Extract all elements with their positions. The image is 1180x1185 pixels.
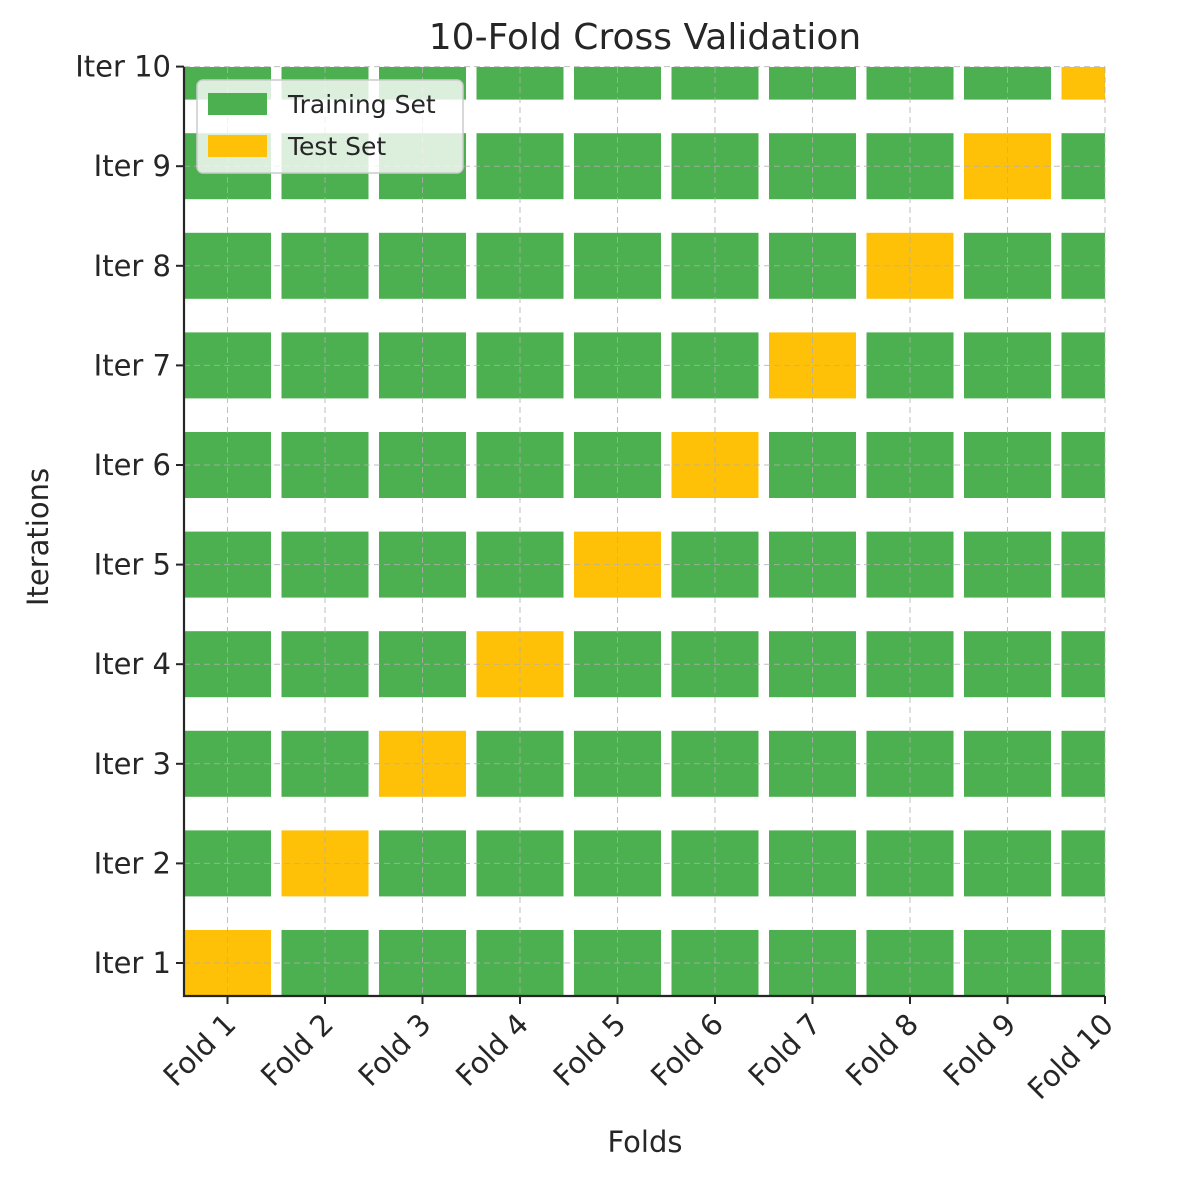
x-tick-label: Fold 3 bbox=[352, 1007, 438, 1093]
y-tick-label: Iter 6 bbox=[94, 448, 171, 482]
y-tick-label: Iter 4 bbox=[94, 647, 171, 681]
axes bbox=[176, 65, 1106, 1004]
x-tick-labels: Fold 1 Fold 2 Fold 3 Fold 4 Fold 5 Fold 6 Fold… bbox=[157, 1007, 1120, 1106]
y-tick-label: Iter 1 bbox=[94, 946, 171, 980]
y-tick-label: Iter 2 bbox=[94, 846, 171, 880]
y-tick-labels: Iter 1 Iter 2 Iter 3 Iter 4 Iter 5 Iter 6 Iter… bbox=[75, 50, 171, 980]
x-tick-label: Fold 4 bbox=[449, 1007, 535, 1093]
legend-label: Test Set bbox=[287, 132, 386, 161]
x-tick-label: Fold 1 bbox=[157, 1007, 243, 1093]
legend-swatch bbox=[208, 135, 267, 157]
x-tick-label: Fold 6 bbox=[644, 1007, 730, 1093]
cell-grid bbox=[184, 67, 1105, 996]
y-tick-label: Iter 5 bbox=[94, 548, 171, 582]
legend-swatch bbox=[208, 93, 267, 115]
y-tick-label: Iter 9 bbox=[94, 149, 171, 183]
y-tick-label: Iter 3 bbox=[94, 747, 171, 781]
legend: Training Set Test Set bbox=[196, 79, 464, 174]
x-tick-label: Fold 8 bbox=[839, 1007, 925, 1093]
cell-iter10-fold10-test bbox=[1061, 67, 1105, 100]
y-tick-label: Iter 7 bbox=[94, 348, 171, 382]
legend-label: Training Set bbox=[287, 90, 436, 119]
y-axis-label: Iterations bbox=[21, 468, 55, 606]
y-tick-label: Iter 10 bbox=[75, 50, 171, 84]
x-tick-label: Fold 2 bbox=[254, 1007, 340, 1093]
y-tick-label: Iter 8 bbox=[94, 249, 171, 283]
x-tick-label: Fold 7 bbox=[742, 1007, 828, 1093]
x-axis-label: Folds bbox=[608, 1125, 683, 1159]
x-tick-label: Fold 10 bbox=[1021, 1007, 1120, 1106]
gridlines bbox=[184, 66, 1106, 996]
x-tick-label: Fold 5 bbox=[547, 1007, 633, 1093]
chart-title: 10-Fold Cross Validation bbox=[429, 17, 861, 58]
x-tick-label: Fold 9 bbox=[937, 1007, 1023, 1093]
